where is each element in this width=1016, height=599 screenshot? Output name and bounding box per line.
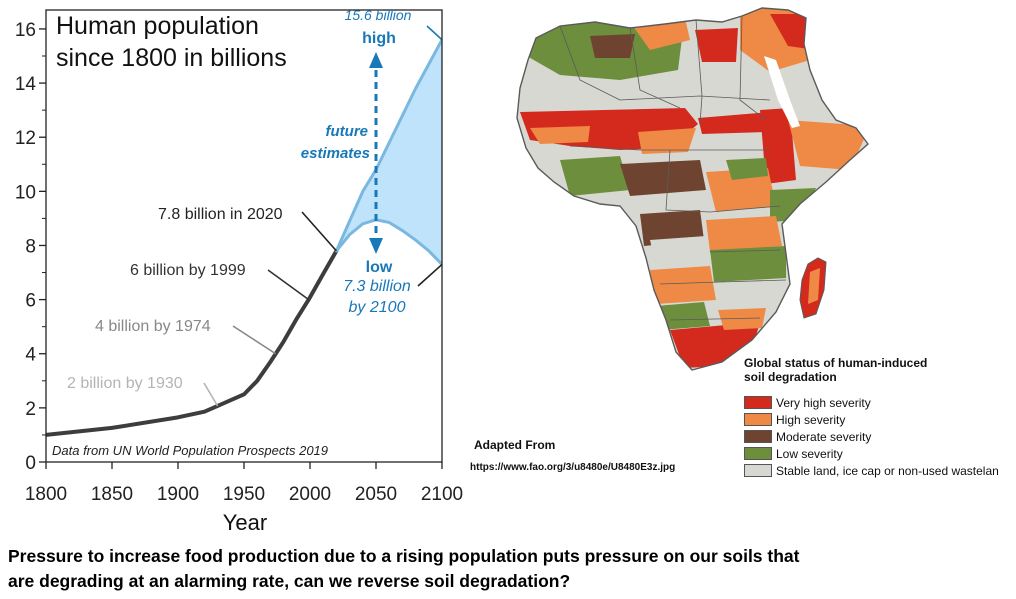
caption: Pressure to increase food production due… — [8, 544, 1012, 594]
leader-high — [426, 25, 443, 41]
x-tick-label: 1900 — [157, 484, 199, 505]
legend-item-stable: Stable land, ice cap or non-used wastela… — [744, 462, 1016, 479]
leader-1930 — [203, 382, 219, 407]
caption-line2: are degrading at an alarming rate, can w… — [8, 571, 571, 591]
y-tick-label: 6 — [25, 291, 36, 312]
map-credit-url: https://www.fao.org/3/u8480e/U8480E3z.jp… — [470, 462, 676, 473]
legend-swatch — [744, 447, 772, 460]
y-tick-label: 0 — [25, 453, 36, 474]
high-label: high — [362, 30, 396, 47]
leader-low — [417, 263, 443, 287]
x-tick-label: 2100 — [421, 484, 463, 505]
y-axis: 0 2 4 6 8 10 12 14 16 — [15, 20, 46, 474]
x-axis-label: Year — [223, 510, 267, 535]
future-label-line2: estimates — [301, 145, 370, 162]
series-line-high — [334, 38, 442, 253]
legend-label: Low severity — [776, 446, 843, 461]
legend-label: High severity — [776, 412, 846, 427]
chart-title-line1: Human population — [56, 12, 259, 40]
arrow-up-icon — [369, 52, 383, 68]
arrow-down-icon — [369, 238, 383, 254]
y-tick-label: 8 — [25, 236, 36, 257]
legend-label: Moderate severity — [776, 429, 872, 444]
caption-line1: Pressure to increase food production due… — [8, 546, 800, 566]
x-tick-label: 2050 — [355, 484, 397, 505]
leader-1974 — [232, 325, 277, 355]
x-axis: 1800 1850 1900 1950 2000 2050 2100 — [25, 462, 463, 505]
label-1999: 6 billion by 1999 — [130, 262, 246, 279]
red-sea — [764, 56, 800, 128]
future-label-line1: future — [326, 123, 369, 140]
legend-item-low: Low severity — [744, 445, 1016, 462]
label-1974: 4 billion by 1974 — [95, 318, 211, 335]
future-estimate-band — [336, 39, 442, 265]
africa-soil-degradation-map — [516, 7, 869, 371]
leader-1999 — [267, 269, 310, 301]
legend-item-very-high: Very high severity — [744, 394, 1016, 411]
legend-title-line1: Global status of human-induced — [744, 356, 928, 370]
legend-swatch — [744, 464, 772, 477]
country-borders — [559, 15, 787, 321]
y-tick-label: 12 — [15, 128, 36, 149]
map-legend: Global status of human-induced soil degr… — [744, 356, 1016, 479]
low-label: low — [366, 259, 393, 276]
africa-outline — [516, 7, 869, 371]
legend-list: Very high severity High severity Moderat… — [744, 394, 1016, 479]
chart-title-line2: since 1800 in billions — [56, 44, 287, 72]
legend-label: Stable land, ice cap or non-used wastela… — [776, 463, 999, 478]
series-line-historical — [46, 248, 339, 437]
legend-swatch — [744, 413, 772, 426]
legend-label: Very high severity — [776, 395, 871, 410]
population-chart: 0 2 4 6 8 10 12 14 16 1800 1850 1900 1950 2000 2050 21… — [15, 7, 463, 535]
high-value-label: 15.6 billion — [345, 7, 412, 23]
y-tick-label: 4 — [25, 345, 36, 366]
y-tick-label: 10 — [15, 182, 36, 203]
label-2020: 7.8 billion in 2020 — [158, 206, 283, 223]
legend-swatch — [744, 396, 772, 409]
annotation-leaders — [203, 25, 443, 407]
low-value-label: 7.3 billion — [343, 278, 411, 295]
legend-title-line2: soil degradation — [744, 370, 837, 384]
legend-item-moderate: Moderate severity — [744, 428, 1016, 445]
data-source: Data from UN World Population Prospects … — [52, 443, 328, 458]
legend-swatch — [744, 430, 772, 443]
low-year-label: by 2100 — [349, 299, 406, 316]
madagascar-highland — [808, 268, 820, 304]
leader-2020 — [301, 211, 337, 252]
y-tick-label: 16 — [15, 20, 36, 41]
map-credit-title: Adapted From — [474, 438, 556, 452]
x-tick-label: 1850 — [91, 484, 133, 505]
y-tick-label: 2 — [25, 399, 36, 420]
label-1930: 2 billion by 1930 — [67, 375, 183, 392]
y-tick-label: 14 — [15, 74, 37, 95]
x-tick-label: 2000 — [289, 484, 331, 505]
series-line-low — [334, 218, 442, 266]
legend-item-high: High severity — [744, 411, 1016, 428]
future-arrows — [369, 52, 383, 254]
x-tick-label: 1950 — [223, 484, 265, 505]
x-tick-label: 1800 — [25, 484, 67, 505]
